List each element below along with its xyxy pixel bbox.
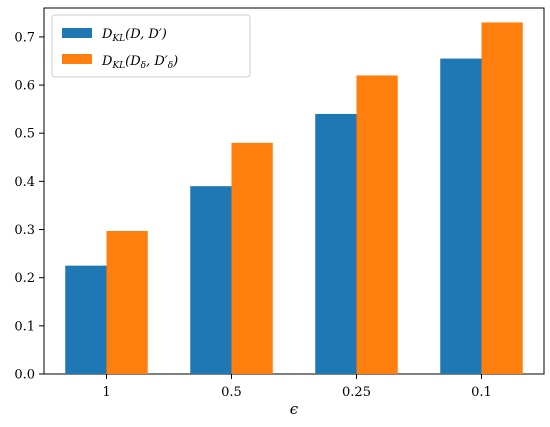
y-tick-label: 0.7 bbox=[14, 30, 35, 45]
y-tick-label: 0.0 bbox=[14, 368, 35, 383]
bar-series-2-1 bbox=[106, 230, 148, 374]
legend-box bbox=[51, 14, 251, 78]
bar-series-1-0.25 bbox=[315, 113, 357, 375]
legend-swatch-series-2 bbox=[62, 54, 92, 64]
x-tick-label: 1 bbox=[102, 385, 110, 400]
x-axis-label: ϵ bbox=[290, 400, 299, 418]
legend-label-series-1: DKL(D, D′) bbox=[101, 27, 167, 44]
bar-series-1-1 bbox=[65, 265, 107, 374]
y-tick-label: 0.3 bbox=[14, 223, 35, 238]
bar-series-2-0.25 bbox=[356, 75, 398, 374]
y-tick-label: 0.1 bbox=[14, 319, 35, 334]
bar-series-1-0.1 bbox=[440, 58, 482, 374]
legend-swatch-series-1 bbox=[62, 28, 92, 38]
bar-series-2-0.1 bbox=[481, 22, 523, 375]
bars-group bbox=[65, 22, 523, 375]
y-tick-label: 0.6 bbox=[14, 79, 35, 94]
bar-series-1-0.5 bbox=[190, 186, 232, 374]
y-axis: 0.0 0.1 0.2 0.3 0.4 0.5 0.6 0.7 bbox=[14, 30, 44, 383]
bar-series-2-0.5 bbox=[231, 142, 273, 374]
x-tick-label: 0.25 bbox=[342, 385, 371, 400]
legend: DKL(D, D′) DKL(Dδ, D′δ) bbox=[51, 14, 251, 78]
y-tick-label: 0.2 bbox=[14, 271, 35, 286]
x-axis: 1 0.5 0.25 0.1 bbox=[102, 374, 492, 400]
x-tick-label: 0.5 bbox=[221, 385, 242, 400]
x-tick-label: 0.1 bbox=[471, 385, 492, 400]
y-tick-label: 0.5 bbox=[14, 127, 35, 142]
y-tick-label: 0.4 bbox=[14, 175, 35, 190]
